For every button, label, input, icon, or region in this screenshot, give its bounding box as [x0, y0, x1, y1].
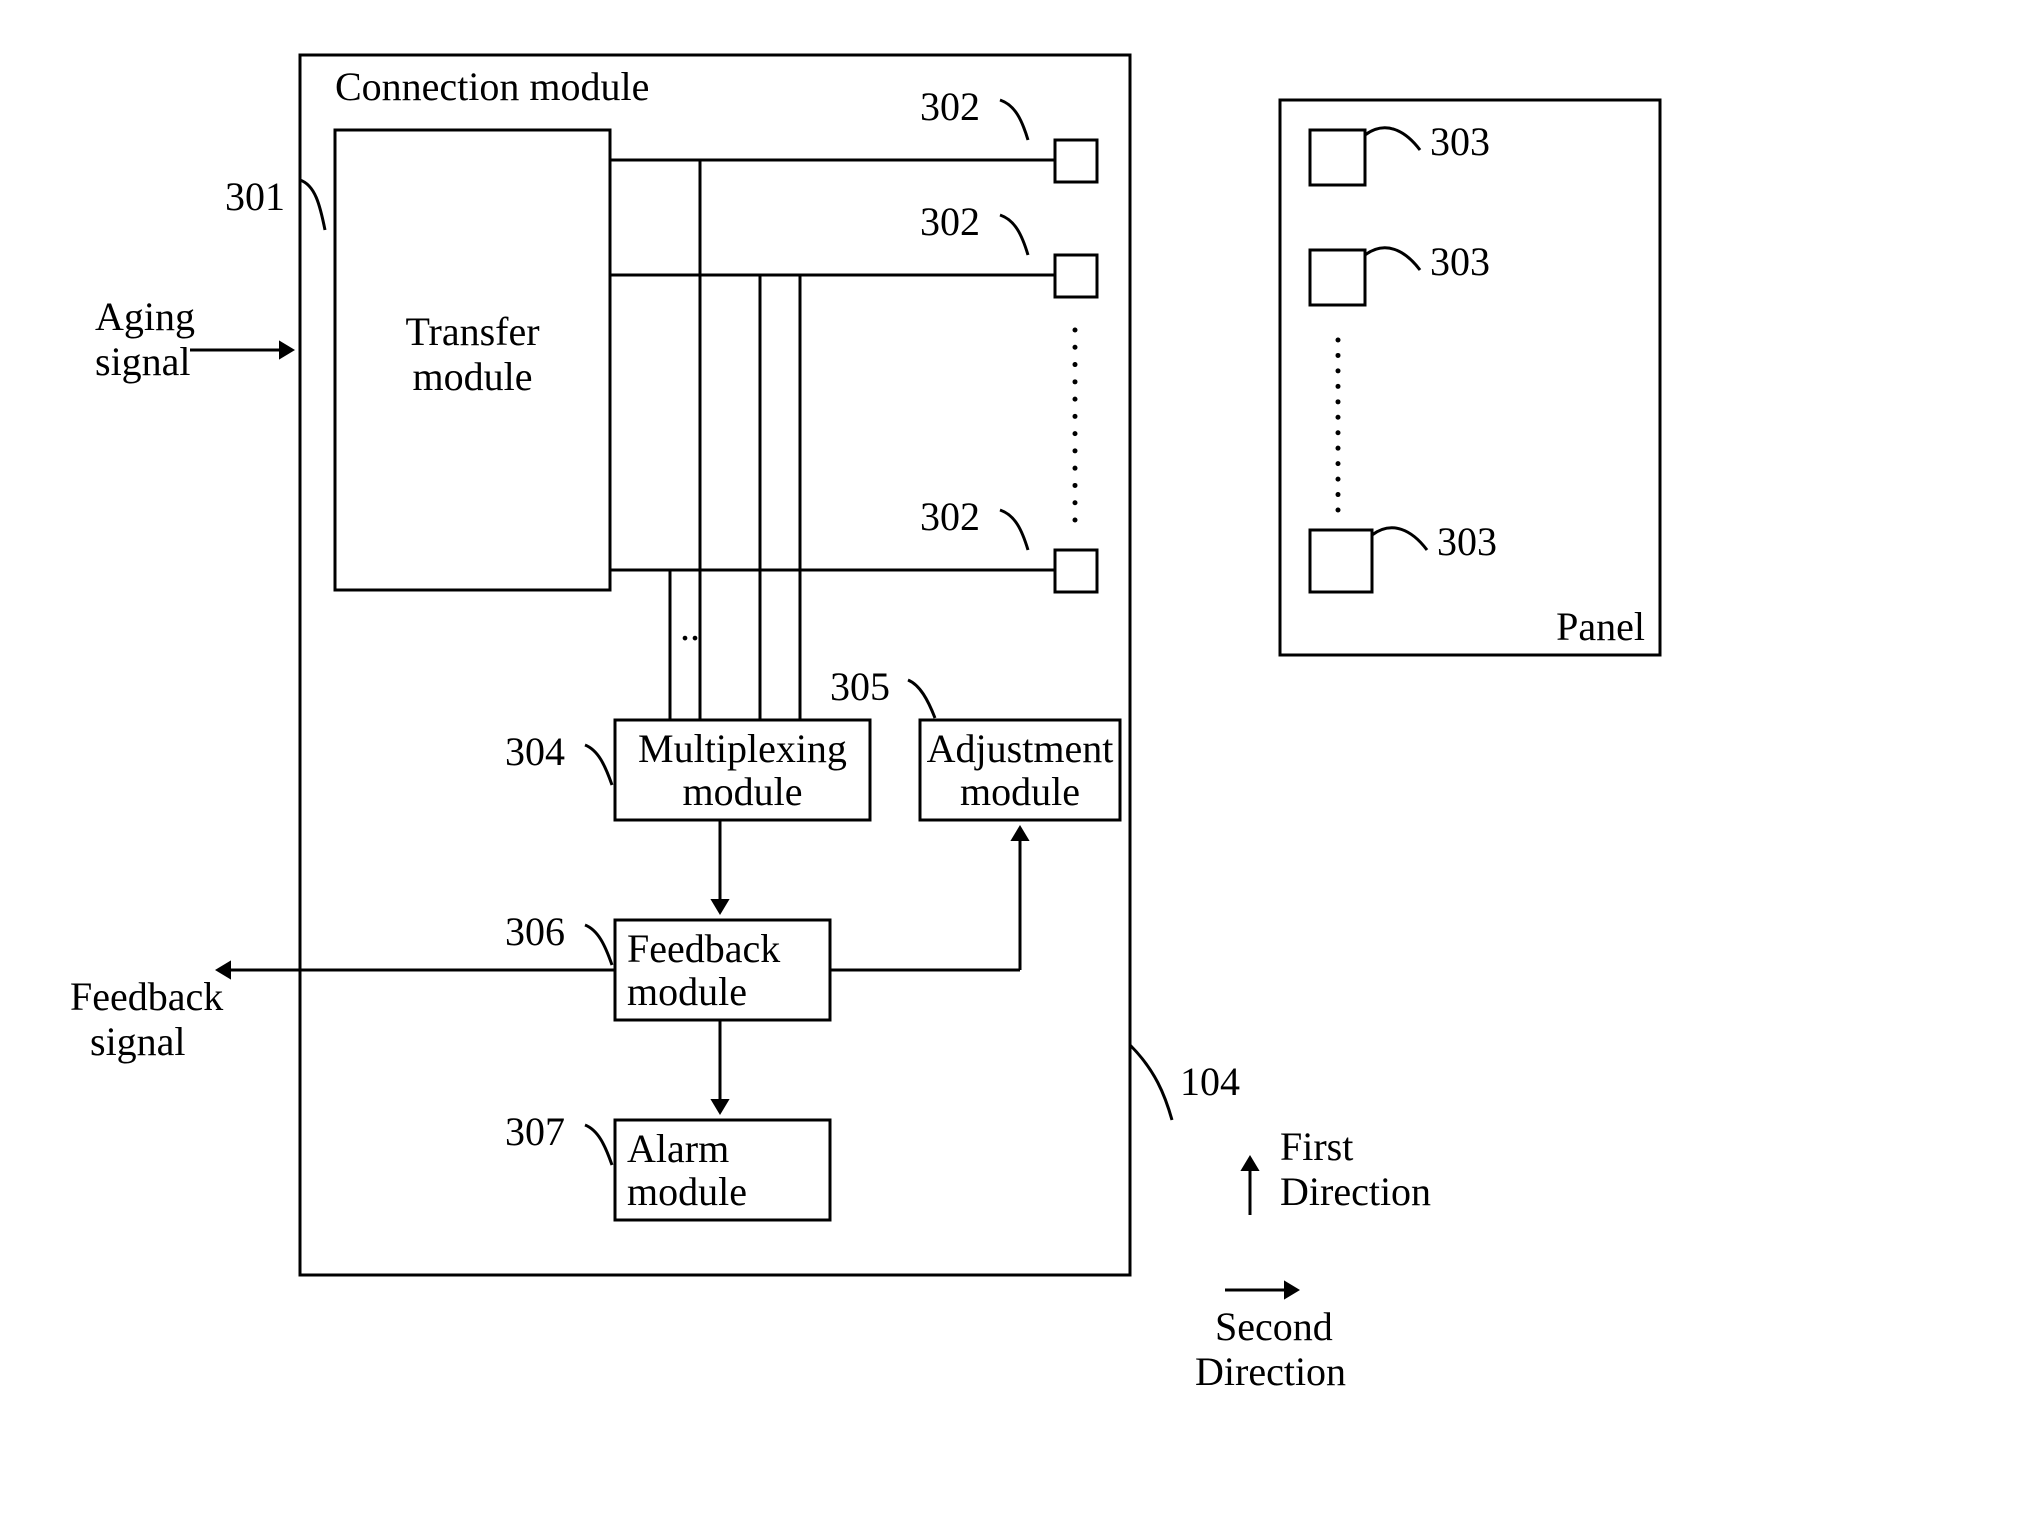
panel-box	[1280, 100, 1660, 655]
ref-301: 301	[225, 174, 285, 219]
aging-signal-label-1: Aging	[95, 294, 195, 339]
multiplexing-label-1: Multiplexing	[638, 726, 847, 771]
output-302-box-2	[1055, 550, 1097, 592]
feedback-label-2: module	[627, 969, 747, 1014]
output-302-box-1	[1055, 255, 1097, 297]
feedback-signal-label-1: Feedback	[70, 974, 223, 1019]
ref-curve-302-1	[1000, 215, 1028, 255]
ref-302-0: 302	[920, 84, 980, 129]
first-direction-label-1: First	[1280, 1124, 1353, 1169]
panel-303-box-0	[1310, 130, 1365, 185]
connection-module-title: Connection module	[335, 64, 649, 109]
ref-curve-302-2	[1000, 510, 1028, 550]
ref-303-0: 303	[1430, 119, 1490, 164]
ref-curve-306	[585, 925, 612, 965]
panel-303-box-2	[1310, 530, 1372, 592]
ref-303-1: 303	[1430, 239, 1490, 284]
ref-curve-104	[1130, 1045, 1172, 1120]
second-direction-label-1: Second	[1215, 1304, 1333, 1349]
adjustment-label-2: module	[960, 769, 1080, 814]
second-direction-label-2: Direction	[1195, 1349, 1346, 1394]
ref-304: 304	[505, 729, 565, 774]
tap-dots: ..	[680, 604, 700, 649]
adjustment-label-1: Adjustment	[927, 726, 1114, 771]
ref-306: 306	[505, 909, 565, 954]
ref-curve-307	[585, 1125, 612, 1165]
panel-title: Panel	[1556, 604, 1645, 649]
connection-module-box	[300, 55, 1130, 1275]
transfer-module-label-1: Transfer	[405, 309, 539, 354]
ref-307: 307	[505, 1109, 565, 1154]
feedback-label-1: Feedback	[627, 926, 780, 971]
aging-signal-label-2: signal	[95, 339, 191, 384]
ref-curve-304	[585, 745, 612, 785]
ref-curve-302-0	[1000, 100, 1028, 140]
ref-305: 305	[830, 664, 890, 709]
ref-curve-303-2	[1372, 528, 1427, 550]
multiplexing-label-2: module	[683, 769, 803, 814]
ref-104: 104	[1180, 1059, 1240, 1104]
ref-302-1: 302	[920, 199, 980, 244]
ref-302-2: 302	[920, 494, 980, 539]
ref-curve-301	[300, 180, 325, 230]
panel-303-box-1	[1310, 250, 1365, 305]
first-direction-label-2: Direction	[1280, 1169, 1431, 1214]
ref-curve-303-0	[1365, 128, 1420, 150]
ref-curve-303-1	[1365, 248, 1420, 270]
ref-303-2: 303	[1437, 519, 1497, 564]
transfer-module-label-2: module	[413, 354, 533, 399]
ref-curve-305	[908, 680, 935, 718]
feedback-signal-label-2: signal	[90, 1019, 186, 1064]
output-302-box-0	[1055, 140, 1097, 182]
alarm-label-1: Alarm	[627, 1126, 729, 1171]
alarm-label-2: module	[627, 1169, 747, 1214]
